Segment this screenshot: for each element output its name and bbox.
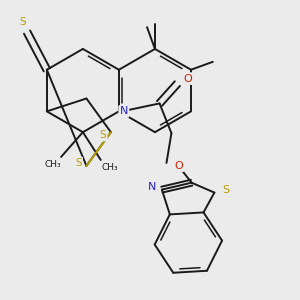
Text: S: S xyxy=(20,17,26,27)
Text: O: O xyxy=(174,161,183,171)
Text: N: N xyxy=(120,106,128,116)
Text: CH₃: CH₃ xyxy=(45,160,61,169)
Text: O: O xyxy=(174,161,183,171)
Text: S: S xyxy=(20,17,26,27)
Text: S: S xyxy=(75,158,82,168)
Text: S: S xyxy=(75,158,82,168)
Text: S: S xyxy=(223,184,230,195)
Text: N: N xyxy=(148,182,156,192)
Text: N: N xyxy=(148,182,156,192)
Text: O: O xyxy=(183,74,192,84)
Text: S: S xyxy=(100,130,106,140)
Text: N: N xyxy=(120,106,128,116)
Text: S: S xyxy=(100,130,106,140)
Text: O: O xyxy=(183,74,192,84)
Text: CH₃: CH₃ xyxy=(101,163,118,172)
Text: S: S xyxy=(223,184,230,195)
